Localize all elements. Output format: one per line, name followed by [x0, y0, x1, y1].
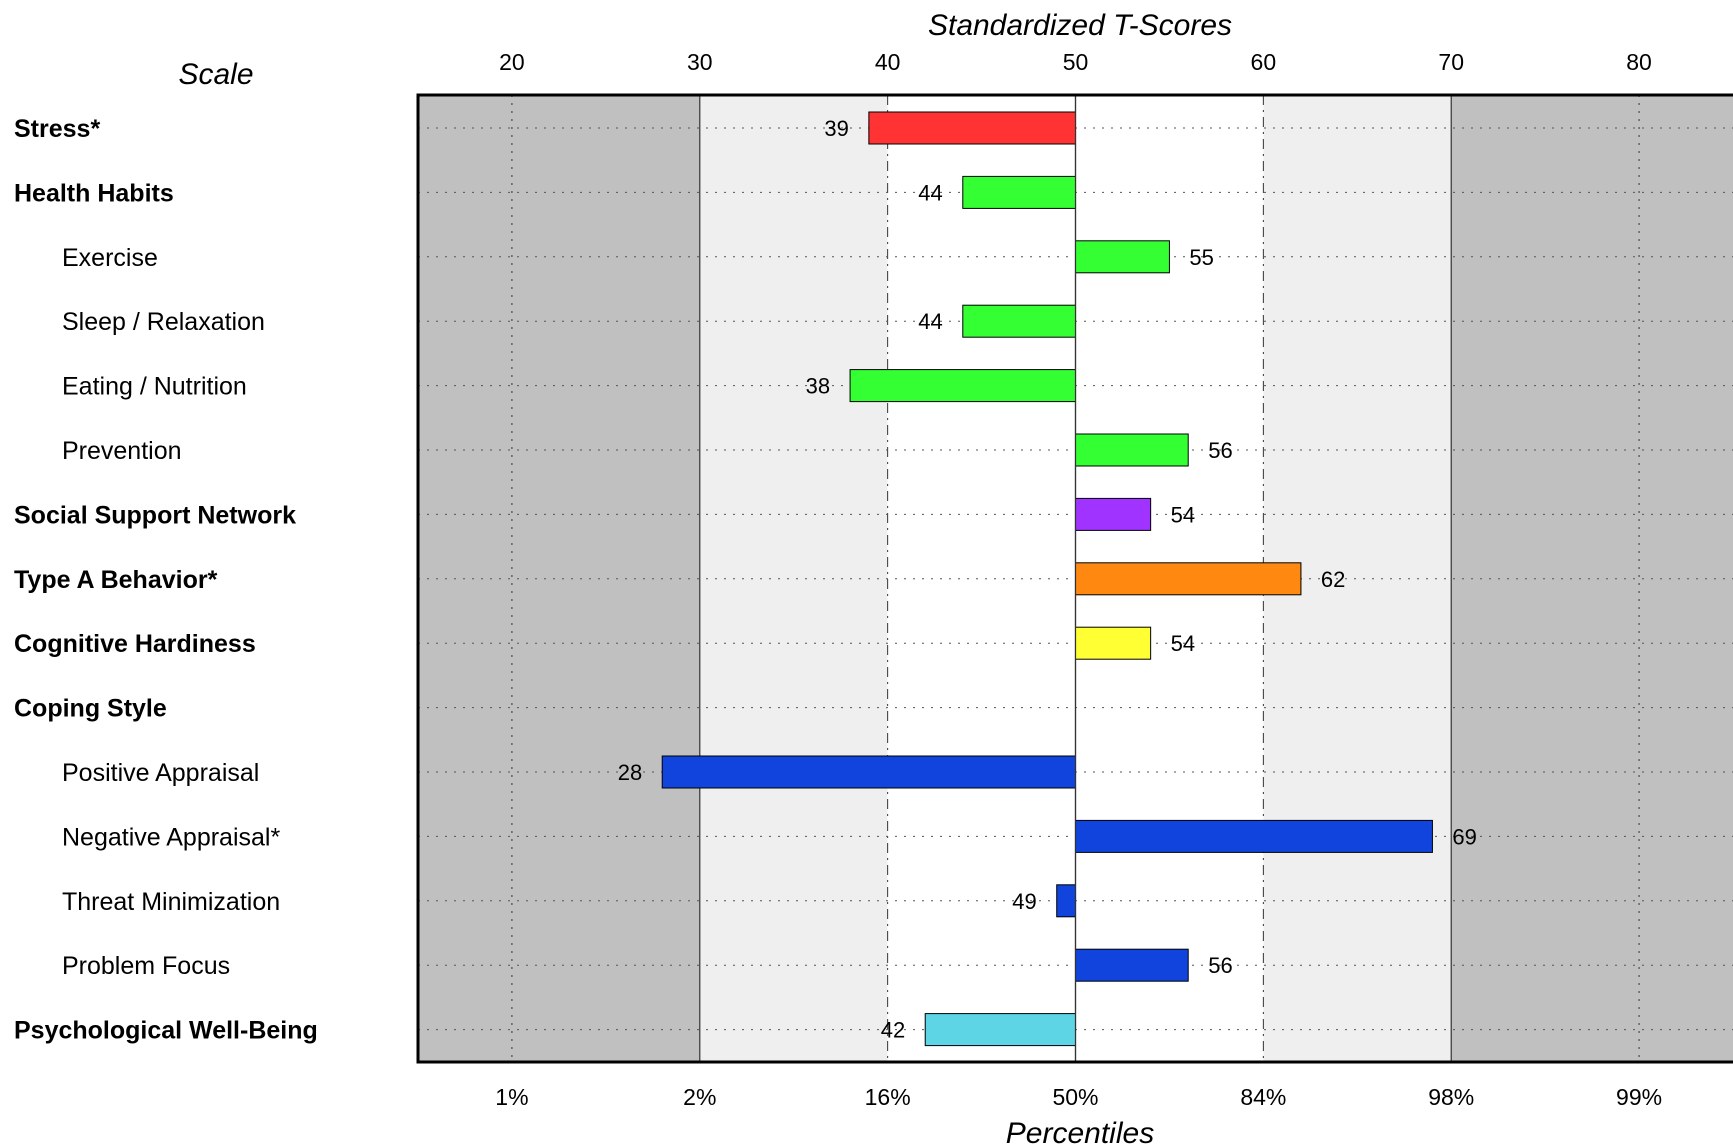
value-label: 39: [824, 116, 848, 141]
value-label: 44: [918, 309, 942, 334]
value-label: 49: [1012, 889, 1036, 914]
x-tick-label: 20: [499, 49, 525, 75]
percentile-tick-label: 98%: [1428, 1084, 1474, 1110]
x-tick-label: 70: [1438, 49, 1464, 75]
bottom-axis-title: Percentiles: [1006, 1117, 1154, 1147]
scale-header: Scale: [178, 58, 253, 91]
percentile-tick-label: 99%: [1616, 1084, 1662, 1110]
percentile-tick-label: 50%: [1052, 1084, 1098, 1110]
band-0: [418, 95, 700, 1062]
row-label: Prevention: [62, 437, 182, 465]
value-labels: 39 44 55 44 38 56 54 62 54 28 69 49 56 42: [618, 116, 1477, 1043]
value-label: 42: [881, 1018, 905, 1043]
percentile-tick-label: 84%: [1240, 1084, 1286, 1110]
value-label: 62: [1321, 567, 1345, 592]
bar: [1075, 948, 1189, 982]
value-label: 56: [1208, 953, 1232, 978]
value-label: 54: [1171, 502, 1195, 527]
row-label: Problem Focus: [62, 952, 230, 980]
value-label: 55: [1189, 245, 1213, 270]
value-label: 69: [1452, 824, 1476, 849]
percentile-tick-label: 2%: [683, 1084, 716, 1110]
row-label: Type A Behavior*: [14, 566, 218, 594]
row-label: Social Support Network: [14, 501, 296, 529]
bar: [1056, 884, 1076, 918]
percentile-tick-labels: 1% 2% 16% 50% 84% 98% 99%: [495, 1084, 1662, 1110]
x-tick-label: 50: [1063, 49, 1089, 75]
x-tick-label: 40: [875, 49, 901, 75]
top-tick-labels: 20 30 40 50 60 70 80: [499, 49, 1652, 75]
row-label: Eating / Nutrition: [62, 373, 247, 401]
bars: [661, 95, 1433, 1062]
percentile-tick-label: 1%: [495, 1084, 528, 1110]
top-axis-title: Standardized T-Scores: [928, 9, 1232, 42]
value-label: 28: [618, 760, 642, 785]
bar: [1075, 819, 1433, 853]
bar: [962, 304, 1076, 338]
bar: [1075, 562, 1302, 596]
percentile-tick-label: 16%: [865, 1084, 911, 1110]
bar: [661, 755, 1076, 789]
bar: [849, 369, 1076, 403]
band-1: [699, 95, 888, 1062]
row-labels: Stress* Health Habits Exercise Sleep / Rela…: [14, 115, 318, 1045]
x-tick-label: 30: [687, 49, 713, 75]
bar: [1075, 433, 1189, 467]
row-label: Threat Minimization: [62, 888, 280, 916]
plot-frame: [416, 93, 1733, 1064]
row-label: Psychological Well-Being: [14, 1017, 318, 1045]
row-label: Sleep / Relaxation: [62, 308, 265, 336]
value-label: 54: [1171, 631, 1195, 656]
row-label: Negative Appraisal*: [62, 823, 280, 851]
bar: [868, 111, 1076, 145]
row-label: Stress*: [14, 115, 100, 143]
row-label: Positive Appraisal: [62, 759, 259, 787]
bar: [962, 175, 1076, 209]
band-4: [1451, 95, 1733, 1062]
row-label: Health Habits: [14, 179, 174, 207]
value-label: 38: [806, 374, 830, 399]
x-tick-label: 80: [1626, 49, 1652, 75]
value-label: 56: [1208, 438, 1232, 463]
bar: [924, 1013, 1077, 1047]
value-label: 44: [918, 180, 942, 205]
bar: [1075, 497, 1152, 531]
bar: [1075, 626, 1152, 660]
x-tick-label: 60: [1251, 49, 1277, 75]
row-label: Exercise: [62, 244, 158, 272]
row-label: Coping Style: [14, 695, 167, 723]
bar: [1075, 240, 1170, 274]
row-label: Cognitive Hardiness: [14, 630, 256, 658]
